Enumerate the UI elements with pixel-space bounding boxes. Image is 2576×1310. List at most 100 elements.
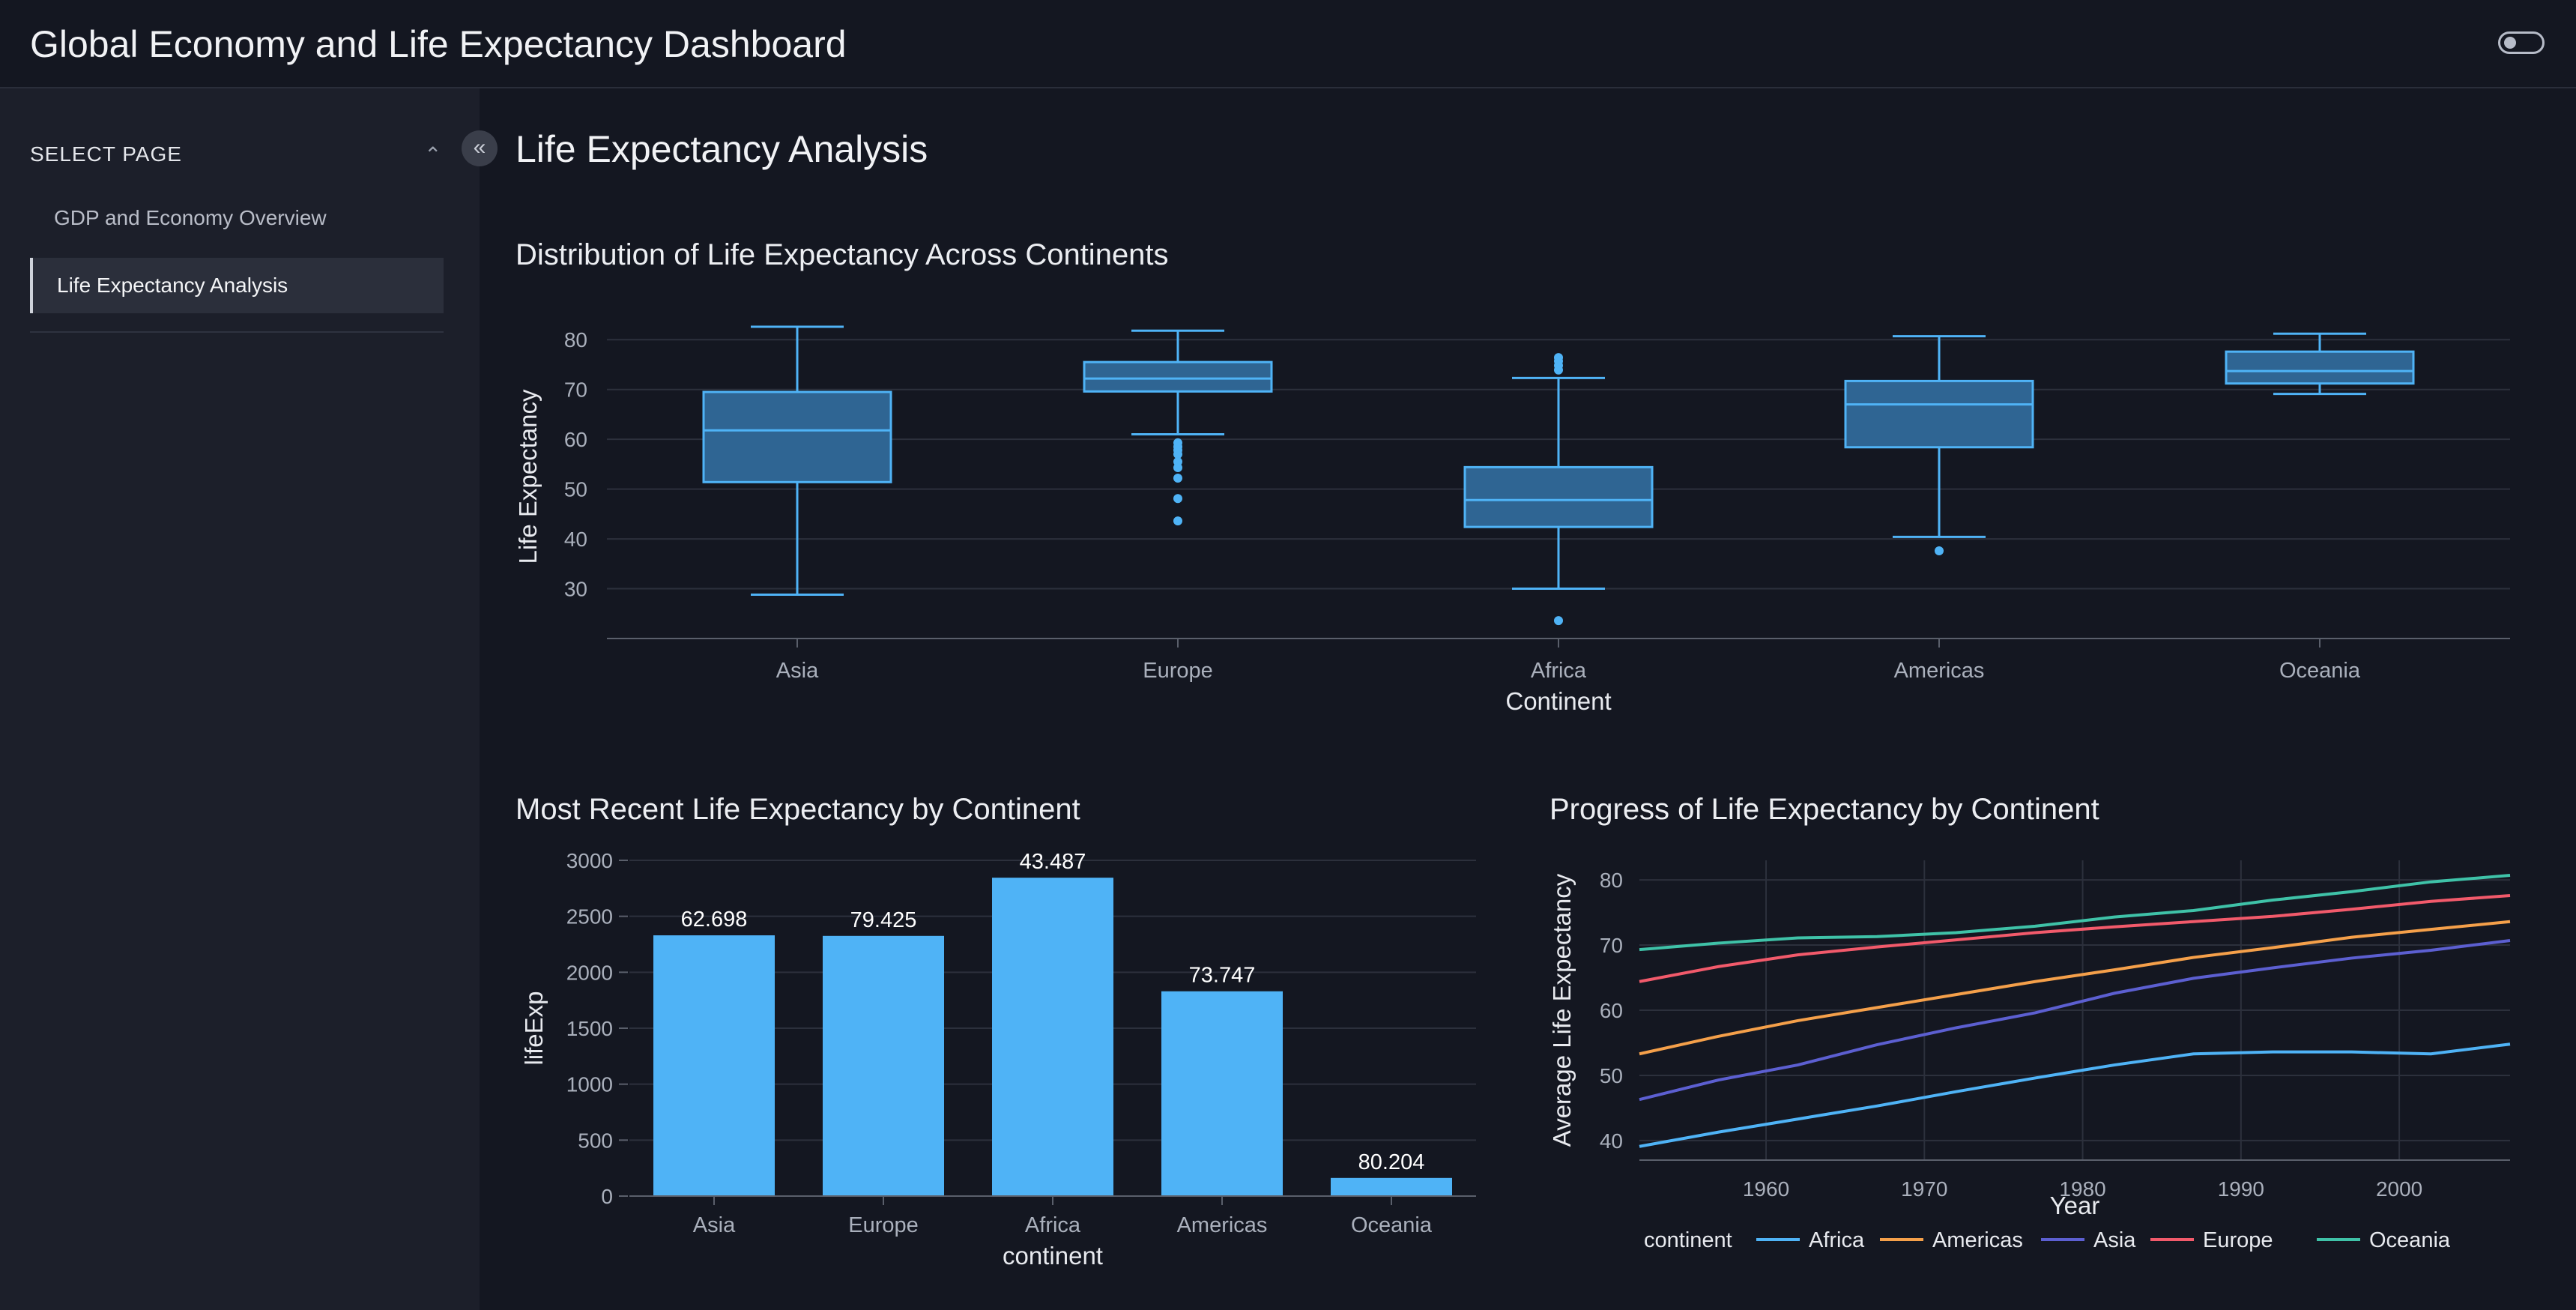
outlier-point	[1173, 473, 1182, 483]
line-chart[interactable]: 40 50 60 70 80 1960 1970 1980 1990 2000 Year Averag…	[1544, 838, 2518, 1288]
bar-chart[interactable]: 0 500 1000 1500 2000 2500 3000 62.698 Asia 79.425…	[510, 838, 1484, 1288]
x-axis-title: Continent	[1505, 687, 1611, 715]
x-tick-label: 1970	[1901, 1177, 1947, 1201]
y-tick-label: 70	[564, 378, 587, 402]
legend-item-africa: Africa	[1756, 1228, 1865, 1252]
nav-item-gdp-overview[interactable]: GDP and Economy Overview	[54, 206, 327, 229]
y-tick-label: 30	[564, 578, 587, 601]
x-tick-label: Americas	[1177, 1213, 1268, 1237]
box-asia	[702, 325, 892, 597]
box-europe	[1083, 329, 1273, 526]
toggle-switch-icon	[2504, 37, 2516, 49]
page-title: Life Expectancy Analysis	[515, 128, 928, 170]
y-tick-label: 50	[564, 478, 587, 501]
legend-title: continent	[1644, 1228, 1732, 1252]
line-chart-title: Progress of Life Expectancy by Continent	[1549, 793, 2099, 826]
chevron-up-icon[interactable]: ⌃	[424, 143, 442, 166]
box-iqr	[1844, 379, 2034, 449]
x-tick-label: Europe	[848, 1213, 919, 1237]
y-tick-label: 80	[564, 328, 587, 351]
x-tick-label: Asia	[776, 659, 819, 683]
x-tick-label: Africa	[1531, 659, 1587, 683]
theme-toggle[interactable]	[2498, 31, 2545, 54]
bar-americas	[1161, 991, 1283, 1196]
y-tick-label: 2500	[566, 905, 613, 929]
outlier-point	[1935, 546, 1944, 556]
box-chart[interactable]: 30 40 50 60 70 80 Asia Europe Africa Americas Ocea…	[510, 300, 2518, 719]
outlier-point	[1173, 463, 1182, 473]
box-africa	[1463, 353, 1654, 626]
series-line-asia	[1639, 938, 2511, 1102]
x-tick-label: 1960	[1743, 1177, 1789, 1201]
select-page-label: SELECT PAGE	[30, 142, 182, 166]
outlier-point	[1554, 365, 1563, 375]
sidebar-divider	[30, 331, 444, 333]
sidebar: SELECT PAGE ⌃ GDP and Economy Overview L…	[0, 88, 480, 1310]
y-axis-title: Life Expectancy	[514, 389, 542, 564]
app-title: Global Economy and Life Expectancy Dashb…	[30, 23, 847, 65]
legend-item-americas: Americas	[1880, 1228, 2023, 1252]
outlier-point	[1173, 494, 1182, 504]
y-axis-title: Average Life Expectancy	[1548, 873, 1576, 1147]
box-oceania	[2225, 332, 2415, 396]
legend-item-europe: Europe	[2150, 1228, 2273, 1252]
y-tick-label: 60	[1600, 999, 1623, 1022]
x-tick-label: Oceania	[2279, 659, 2361, 683]
bar-data-label: 79.425	[850, 908, 917, 932]
x-tick-label: Europe	[1143, 659, 1213, 683]
series-line-africa	[1639, 1042, 2511, 1148]
y-tick-label: 0	[601, 1185, 613, 1208]
box-iqr	[702, 390, 892, 483]
x-tick-label: Oceania	[1351, 1213, 1433, 1237]
legend-item-asia: Asia	[2041, 1228, 2136, 1252]
series-line-oceania	[1639, 874, 2511, 952]
y-tick-label: 70	[1600, 934, 1623, 957]
bar-data-label: 73.747	[1189, 964, 1256, 988]
y-tick-label: 40	[1600, 1129, 1623, 1153]
legend-label: Oceania	[2369, 1228, 2451, 1252]
box-iqr	[1463, 465, 1654, 528]
bar-data-label: 80.204	[1358, 1150, 1425, 1174]
y-tick-label: 2000	[566, 961, 613, 984]
legend-label: Africa	[1809, 1228, 1865, 1252]
legend-label: Americas	[1932, 1228, 2023, 1252]
box-chart-title: Distribution of Life Expectancy Across C…	[515, 238, 1169, 271]
x-tick-label: 2000	[2376, 1177, 2422, 1201]
bar-oceania	[1331, 1177, 1452, 1196]
series-line-europe	[1639, 893, 2511, 983]
x-tick-label: Americas	[1894, 659, 1985, 683]
y-tick-label: 3000	[566, 849, 613, 872]
bar-chart-title: Most Recent Life Expectancy by Continent	[515, 793, 1080, 826]
y-tick-label: 60	[564, 428, 587, 451]
y-tick-label: 1500	[566, 1017, 613, 1040]
legend-label: Asia	[2093, 1228, 2136, 1252]
x-tick-label: Africa	[1025, 1213, 1081, 1237]
y-tick-label: 50	[1600, 1064, 1623, 1087]
series-line-americas	[1639, 920, 2511, 1056]
legend-item-oceania: Oceania	[2317, 1228, 2451, 1252]
y-tick-label: 80	[1600, 869, 1623, 892]
y-tick-label: 1000	[566, 1073, 613, 1096]
y-tick-label: 40	[564, 528, 587, 551]
x-tick-label: 1980	[2059, 1177, 2105, 1201]
x-axis-title: Year	[2050, 1192, 2100, 1219]
bar-data-label: 62.698	[681, 908, 748, 932]
x-tick-label: 1990	[2218, 1177, 2264, 1201]
bar-europe	[823, 935, 944, 1196]
box-iqr	[1083, 360, 1273, 393]
x-tick-label: Asia	[693, 1213, 736, 1237]
bar-asia	[653, 935, 775, 1196]
nav-item-life-expectancy[interactable]: Life Expectancy Analysis	[30, 258, 444, 313]
outlier-point	[1554, 616, 1563, 626]
box-iqr	[2225, 350, 2415, 385]
outlier-point	[1173, 516, 1182, 526]
app-header: Global Economy and Life Expectancy Dashb…	[0, 0, 2576, 88]
bar-africa	[992, 878, 1113, 1196]
y-tick-label: 500	[578, 1129, 613, 1152]
x-axis-title: continent	[1003, 1242, 1103, 1270]
box-americas	[1844, 335, 2034, 556]
y-axis-title: lifeExp	[520, 991, 548, 1065]
bar-data-label: 43.487	[1020, 850, 1086, 874]
chevron-double-left-icon[interactable]: «	[462, 130, 498, 166]
legend-label: Europe	[2203, 1228, 2273, 1252]
